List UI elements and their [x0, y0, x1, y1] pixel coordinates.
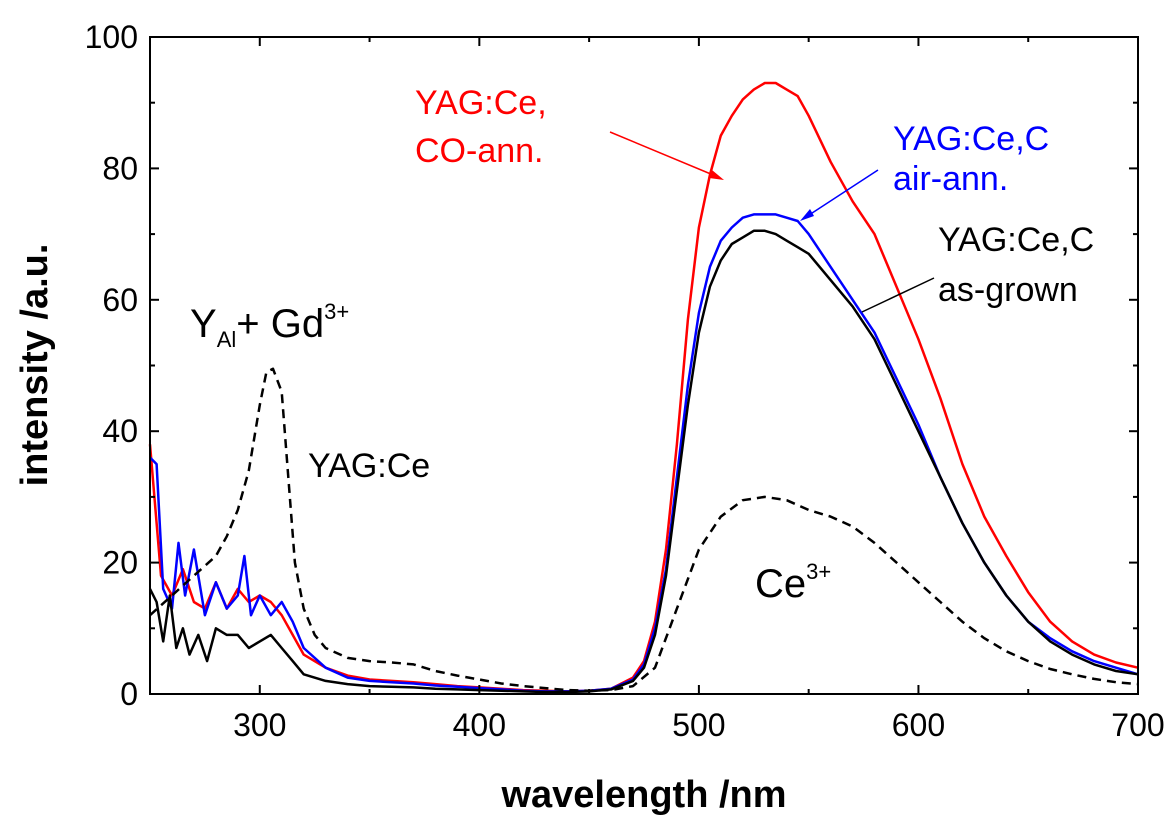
pointer-as-grown	[861, 277, 935, 313]
label-yagce-co-line2: CO-ann.	[415, 132, 544, 170]
label-ce-sup: 3+	[806, 559, 831, 584]
y-tick-label: 0	[120, 676, 138, 712]
label-ce3plus: Ce3+	[755, 559, 831, 606]
y-tick-label: 60	[102, 282, 138, 318]
label-yagcec-air-line1: YAG:Ce,C	[893, 120, 1049, 158]
y-tick-label: 80	[102, 150, 138, 186]
arrowhead-co-ann	[709, 170, 724, 180]
x-tick-label: 500	[672, 707, 725, 743]
x-tick-label: 300	[233, 707, 286, 743]
y-tick-label: 20	[102, 545, 138, 581]
x-axis-title: wavelength /nm	[500, 774, 786, 816]
label-yagcec-asgrown-line2: as-grown	[938, 271, 1078, 309]
label-yal-sub: Al	[217, 327, 237, 352]
series-line-3	[148, 229, 1139, 694]
x-tick-label: 400	[453, 707, 506, 743]
y-axis-title: intensity /a.u.	[14, 244, 56, 487]
label-yal-sup: 3+	[324, 299, 349, 324]
y-tick-label: 100	[85, 19, 138, 55]
label-yal-gd: YAl+ Gd3+	[190, 299, 349, 352]
tick-labels: 300 400 500 600 700 0 20 40 60 80 100	[85, 19, 1165, 743]
y-tick-label: 40	[102, 413, 138, 449]
arrowhead-air-ann	[800, 209, 814, 221]
label-yagcec-asgrown-line1: YAG:Ce,C	[938, 221, 1094, 259]
ticks-layer	[149, 36, 1139, 695]
x-tick-label: 600	[892, 707, 945, 743]
label-ce-base: Ce	[755, 562, 806, 606]
label-yagce-dashed: YAG:Ce	[308, 447, 430, 485]
arrow-air-ann	[805, 169, 879, 218]
arrow-co-ann	[609, 131, 719, 178]
label-yal-plus: + Gd	[236, 302, 324, 346]
label-yal-base: Y	[190, 302, 217, 346]
label-yagce-co-line1: YAG:Ce,	[415, 84, 547, 122]
label-yagcec-air-line2: air-ann.	[893, 160, 1008, 198]
x-tick-label: 700	[1111, 707, 1164, 743]
annotation-arrows	[609, 131, 935, 313]
series-layer	[148, 81, 1139, 694]
series-line-4	[149, 367, 1139, 692]
